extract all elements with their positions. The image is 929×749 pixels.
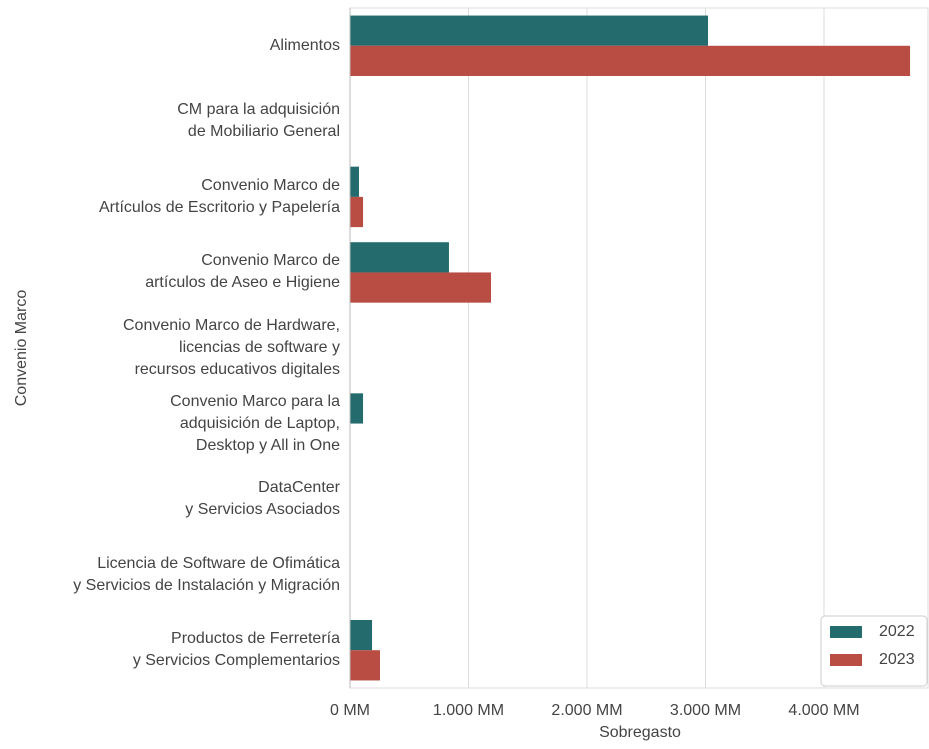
y-tick-label: Convenio Marco de Artículos de Escritori… xyxy=(99,176,340,216)
bar xyxy=(350,393,364,424)
bar xyxy=(350,166,360,197)
y-axis-title: Convenio Marco xyxy=(13,290,30,407)
y-tick-label: Licencia de Software de Ofimática y Serv… xyxy=(73,554,340,594)
bar xyxy=(350,650,380,681)
y-tick-label: DataCenter y Servicios Asociados xyxy=(185,479,340,519)
y-tick-label: Convenio Marco para la adquisición de La… xyxy=(170,392,340,454)
legend-swatch xyxy=(830,626,862,638)
legend-swatch xyxy=(830,654,862,666)
legend: 2022 2023 xyxy=(820,615,928,687)
bar xyxy=(350,272,492,303)
x-tick-label: 0 MM xyxy=(330,702,370,719)
x-tick-label: 4.000 MM xyxy=(788,702,859,719)
bar xyxy=(350,15,708,46)
x-axis-title: Sobregasto xyxy=(599,724,681,741)
legend-label: 2022 xyxy=(879,623,915,640)
bar xyxy=(350,620,373,651)
x-tick-label: 3.000 MM xyxy=(670,702,741,719)
bar xyxy=(350,196,364,228)
y-tick-label: Convenio Marco de artículos de Aseo e Hi… xyxy=(145,252,340,292)
legend-label: 2023 xyxy=(879,651,915,668)
bar xyxy=(350,45,911,76)
y-tick-label: Alimentos xyxy=(269,36,340,54)
plot-frame xyxy=(349,7,929,689)
bar xyxy=(350,242,449,273)
y-tick-label: CM para la adquisición de Mobiliario Gen… xyxy=(177,101,340,141)
y-tick-label: Convenio Marco de Hardware, licencias de… xyxy=(123,317,340,378)
y-tick-label: Productos de Ferretería y Servicios Comp… xyxy=(132,630,340,670)
x-tick-label: 1.000 MM xyxy=(433,702,504,719)
x-tick-label: 2.000 MM xyxy=(551,702,622,719)
